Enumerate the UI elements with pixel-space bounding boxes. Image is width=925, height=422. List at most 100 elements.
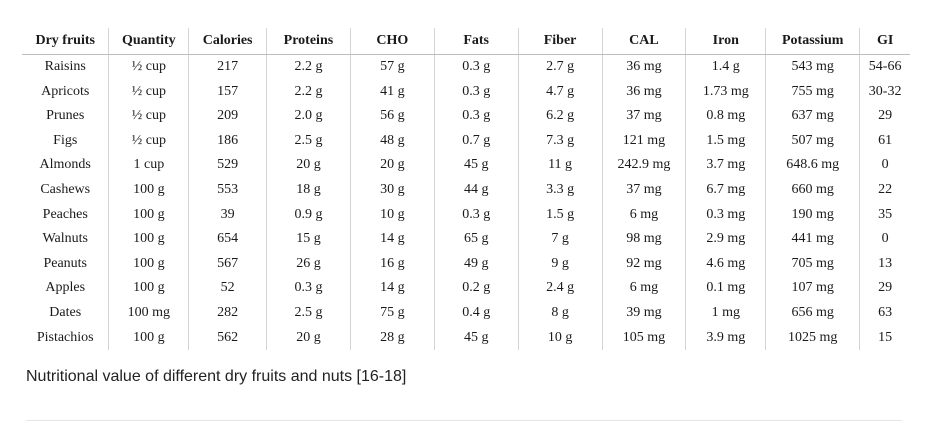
table-cell: 100 g — [108, 276, 189, 301]
table-cell: 10 g — [349, 202, 435, 228]
table-cell: 637 mg — [765, 104, 860, 129]
table-cell: 2.5 g — [266, 300, 351, 326]
table-cell: 0.3 g — [433, 54, 519, 80]
table-cell: ½ cup — [108, 79, 189, 105]
table-cell: 6 mg — [601, 276, 686, 301]
column-header: Iron — [685, 28, 766, 55]
table-cell: 4.6 mg — [685, 251, 766, 277]
table-cell: 0 — [859, 153, 910, 178]
table-cell: 44 g — [433, 177, 519, 203]
table-cell: 1.5 g — [517, 202, 602, 228]
table-cell: 0.4 g — [433, 300, 519, 326]
table-cell: 75 g — [349, 300, 435, 326]
table-body: Raisins ½ cup 217 2.2 g 57 g 0.3 g 2.7 g 36 mg 1… — [22, 54, 910, 351]
row-label-cell: Figs — [53, 132, 78, 148]
row-label-cell: Almonds — [39, 157, 91, 173]
table-cell: 2.2 g — [266, 79, 351, 105]
table-cell: 100 g — [108, 325, 189, 351]
row-label-cell: Pistachios — [36, 329, 94, 345]
table-cell: 100 g — [108, 202, 189, 228]
table-cell: 0.7 g — [433, 128, 519, 154]
table-cell: 45 g — [433, 325, 519, 351]
table-cell: 1025 mg — [765, 325, 860, 351]
table-cell: 0.3 mg — [685, 202, 766, 228]
row-label-cell: Prunes — [46, 108, 85, 124]
row-label-cell: Dates — [49, 304, 82, 320]
column-header: Quantity — [108, 28, 189, 55]
row-label-cell: Apricots — [41, 83, 90, 99]
nutrition-table-container: Dry fruits Quantity Calories Proteins CHO Fat… — [22, 28, 910, 351]
table-cell: 6 mg — [601, 202, 686, 228]
table-cell: 39 — [188, 202, 267, 228]
column-header: CHO — [349, 28, 435, 55]
table-row: Raisins ½ cup 217 2.2 g 57 g 0.3 g 2.7 g 36 mg 1… — [22, 54, 910, 80]
table-cell: 29 — [859, 276, 910, 301]
table-cell: 562 — [188, 325, 267, 351]
column-header: CAL — [601, 28, 686, 55]
table-cell: 121 mg — [601, 128, 686, 154]
table-cell: 242.9 mg — [601, 153, 686, 178]
table-row: Prunes ½ cup 209 2.0 g 56 g 0.3 g 6.2 g 37 mg 0.… — [22, 104, 910, 129]
table-row: Cashews 100 g 553 18 g 30 g 44 g 3.3 g 37 mg 6.7… — [22, 177, 910, 203]
table-cell: 63 — [859, 300, 910, 326]
table-cell: 2.5 g — [266, 128, 351, 154]
table-cell: 49 g — [433, 251, 519, 277]
table-cell: 3.9 mg — [685, 325, 766, 351]
table-cell: 654 — [188, 227, 267, 252]
table-caption: Nutritional value of different dry fruit… — [26, 368, 407, 385]
table-cell: 15 g — [266, 227, 351, 252]
table-cell: 29 — [859, 104, 910, 129]
table-cell: 0 — [859, 227, 910, 252]
table-cell: 705 mg — [765, 251, 860, 277]
table-cell: 7.3 g — [517, 128, 602, 154]
table-cell: 0.3 g — [433, 104, 519, 129]
table-cell: 20 g — [266, 325, 351, 351]
table-cell: 14 g — [349, 276, 435, 301]
table-cell: ½ cup — [108, 54, 189, 80]
table-cell: 186 — [188, 128, 267, 154]
table-cell: 39 mg — [601, 300, 686, 326]
table-cell: 15 — [859, 325, 910, 351]
table-cell: 107 mg — [765, 276, 860, 301]
table-cell: 61 — [859, 128, 910, 154]
table-cell: 1.5 mg — [685, 128, 766, 154]
table-cell: 209 — [188, 104, 267, 129]
table-cell: 656 mg — [765, 300, 860, 326]
table-cell: 92 mg — [601, 251, 686, 277]
table-cell: 441 mg — [765, 227, 860, 252]
table-cell: 2.4 g — [517, 276, 602, 301]
column-header: Fats — [433, 28, 519, 55]
table-cell: 648.6 mg — [765, 153, 860, 178]
table-cell: 26 g — [266, 251, 351, 277]
table-cell: 190 mg — [765, 202, 860, 228]
column-header: Dry fruits — [22, 28, 109, 55]
row-label-cell: Peanuts — [43, 255, 87, 271]
table-cell: 30-32 — [859, 79, 910, 105]
row-label-cell: Raisins — [44, 59, 86, 74]
table-cell: 507 mg — [765, 128, 860, 154]
table-header-row: Dry fruits Quantity Calories Proteins CHO Fat… — [22, 28, 910, 55]
table-cell: 100 g — [108, 177, 189, 203]
table-cell: 4.7 g — [517, 79, 602, 105]
table-cell: 217 — [188, 54, 267, 80]
table-cell: 37 mg — [601, 104, 686, 129]
table-cell: 567 — [188, 251, 267, 277]
table-row: Figs ½ cup 186 2.5 g 48 g 0.7 g 7.3 g 121 mg 1.5… — [22, 128, 910, 154]
table-cell: 660 mg — [765, 177, 860, 203]
table-cell: 1 mg — [685, 300, 766, 326]
table-cell: 2.2 g — [266, 54, 351, 80]
table-cell: 48 g — [349, 128, 435, 154]
table-cell: 18 g — [266, 177, 351, 203]
table-cell: 65 g — [433, 227, 519, 252]
table-row: Apricots ½ cup 157 2.2 g 41 g 0.3 g 4.7 g 36 mg… — [22, 79, 910, 105]
row-label-cell: Walnuts — [42, 231, 88, 247]
table-cell: 100 g — [108, 227, 189, 252]
table-cell: 14 g — [349, 227, 435, 252]
row-label-cell: Peaches — [42, 206, 88, 222]
table-cell: 41 g — [349, 79, 435, 105]
table-cell: 3.3 g — [517, 177, 602, 203]
